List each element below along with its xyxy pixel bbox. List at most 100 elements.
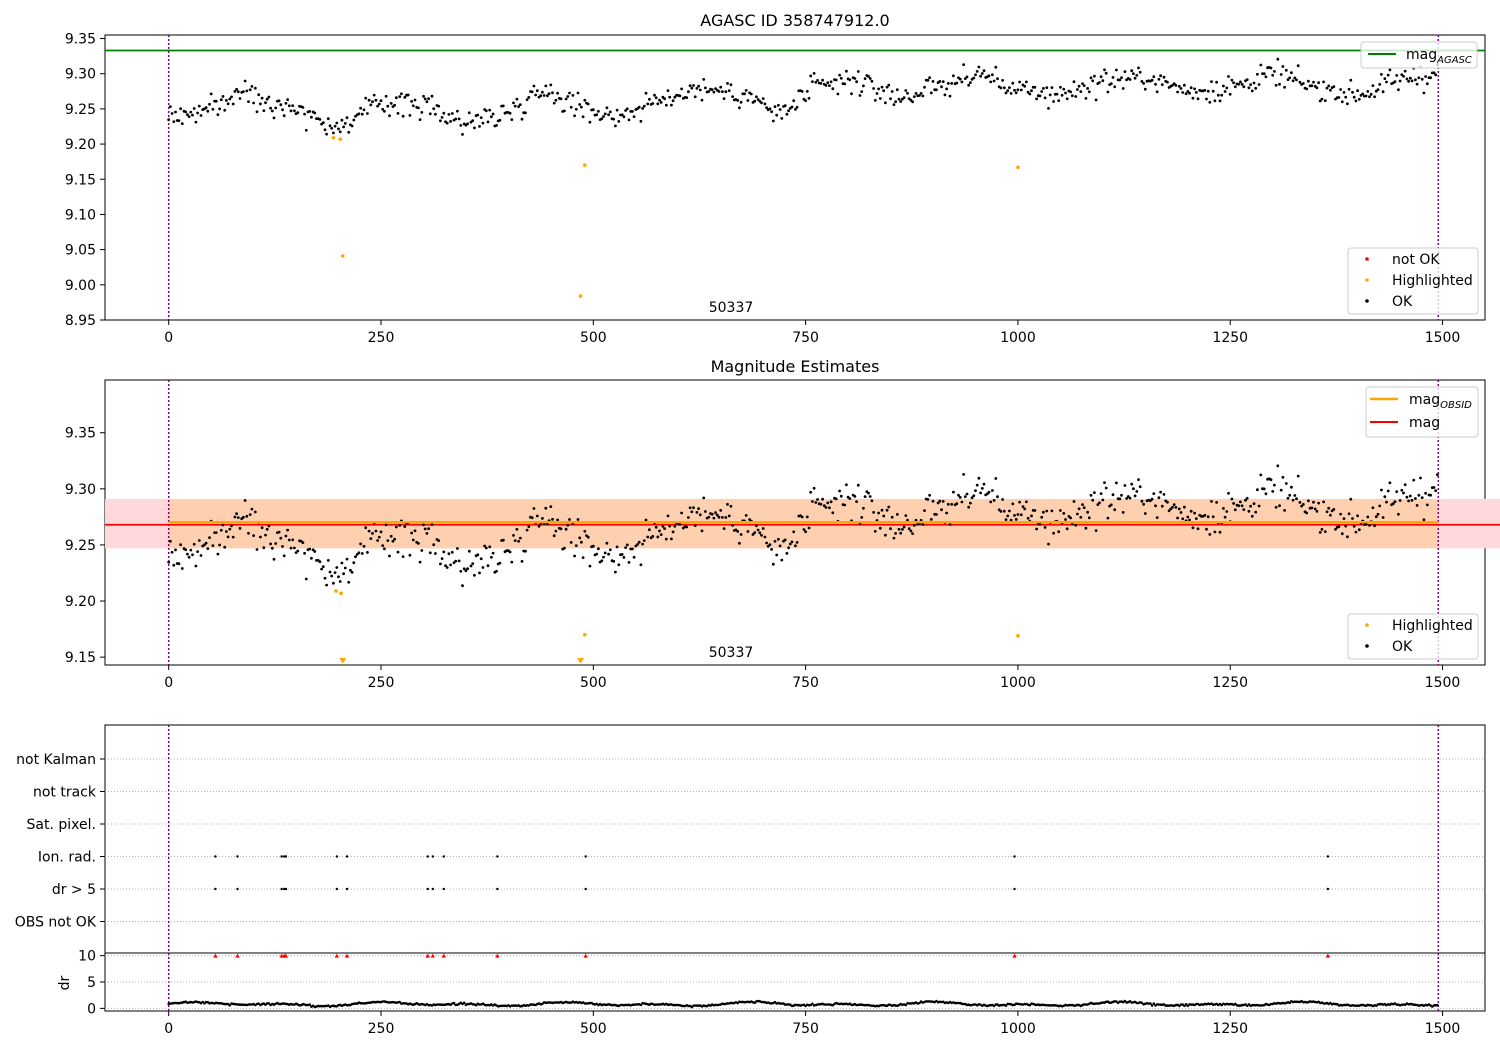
legend-not-ok-label: not OK bbox=[1392, 252, 1440, 268]
p1-ok-point bbox=[265, 97, 269, 101]
p2-ok-point bbox=[333, 571, 337, 574]
p2-ytick-label-0: 9.15 bbox=[65, 650, 96, 666]
p2-ok-point bbox=[563, 546, 566, 550]
p1-ok-point bbox=[1172, 82, 1176, 85]
p1-ok-point bbox=[1398, 79, 1402, 83]
p2-ok-point bbox=[525, 528, 529, 532]
p1-ok-point bbox=[369, 103, 373, 107]
p2-ok-point bbox=[466, 567, 469, 571]
p2-ok-point bbox=[264, 533, 267, 537]
p2-ok-point bbox=[398, 524, 402, 527]
p1-ok-point bbox=[578, 103, 582, 106]
p2-ok-point bbox=[755, 524, 758, 528]
p2-ytick-label-3: 9.30 bbox=[65, 482, 96, 498]
p2-ok-point bbox=[863, 495, 867, 498]
p1-ok-point bbox=[221, 95, 225, 98]
p1-ok-point bbox=[498, 118, 502, 122]
p1-ok-point bbox=[614, 124, 617, 128]
p1-ok-point bbox=[831, 87, 835, 91]
p1-ok-point bbox=[484, 109, 488, 113]
p1-ok-point bbox=[282, 114, 286, 118]
p2-ok-point bbox=[456, 547, 459, 550]
p2-ok-point bbox=[897, 527, 901, 531]
p2-ok-point bbox=[646, 535, 650, 539]
p1-ok-point bbox=[1290, 71, 1293, 75]
p1-ok-point bbox=[950, 82, 954, 85]
p2-ok-point bbox=[1081, 503, 1084, 506]
p2-ok-point bbox=[1373, 524, 1376, 528]
p1-ok-point bbox=[763, 102, 767, 106]
p2-ok-point bbox=[1264, 492, 1268, 496]
p1-ok-point bbox=[1086, 87, 1089, 90]
p1-ok-point bbox=[546, 94, 549, 98]
p3-xtick-label-6: 1500 bbox=[1425, 1021, 1461, 1037]
p1-ok-point bbox=[1194, 91, 1198, 94]
p1-ok-point bbox=[775, 113, 779, 117]
p2-ok-point bbox=[1179, 511, 1183, 514]
p1-ok-point bbox=[1120, 76, 1123, 80]
p2-ok-point bbox=[809, 490, 813, 494]
p2-ok-point bbox=[1356, 514, 1359, 518]
p1-ok-point bbox=[1160, 83, 1164, 86]
p2-ok-point bbox=[1118, 497, 1122, 501]
p2-ok-point bbox=[834, 497, 838, 501]
p1-ok-point bbox=[403, 96, 407, 99]
p2-ok-point bbox=[1013, 514, 1016, 517]
p1-ok-point bbox=[794, 108, 797, 111]
p2-ok-point bbox=[476, 553, 480, 557]
p1-ok-point bbox=[612, 117, 616, 121]
p2-ok-point bbox=[1087, 516, 1091, 520]
panel2-point-legend-box bbox=[1347, 613, 1479, 660]
p2-ok-point bbox=[773, 539, 777, 543]
p2-ok-point bbox=[203, 543, 206, 547]
p1-ok-point bbox=[760, 101, 763, 105]
p2-ok-point bbox=[921, 523, 925, 526]
p2-ok-point bbox=[301, 541, 305, 544]
p1-ok-point bbox=[180, 122, 184, 125]
p1-ok-point bbox=[646, 102, 650, 106]
p1-ok-point bbox=[902, 96, 906, 99]
p2-ok-point bbox=[1269, 478, 1273, 482]
p1-ok-point bbox=[199, 114, 203, 117]
p1-ok-point bbox=[1004, 91, 1008, 95]
p1-ok-point bbox=[345, 116, 349, 120]
p2-ok-point bbox=[1351, 517, 1354, 520]
p1-ok-point bbox=[1115, 68, 1118, 72]
p2-ok-point bbox=[367, 529, 371, 533]
p1-ok-point bbox=[1070, 94, 1074, 98]
p2-ok-point bbox=[320, 567, 323, 571]
p2-ok-point bbox=[804, 530, 807, 534]
p1-ok-point bbox=[439, 119, 442, 123]
p1-ok-point bbox=[1339, 88, 1342, 91]
p1-ok-point bbox=[1256, 72, 1259, 76]
p2-ok-point bbox=[736, 530, 740, 533]
p1-ok-point bbox=[1150, 78, 1154, 82]
p2-ok-point bbox=[1121, 511, 1125, 514]
p2-ok-point bbox=[1098, 501, 1101, 505]
p1-ok-point bbox=[838, 73, 841, 77]
p1-ok-point bbox=[800, 90, 804, 93]
p1-ok-point bbox=[1099, 75, 1103, 79]
p1-ok-point bbox=[225, 99, 228, 102]
p2-ok-point bbox=[860, 516, 864, 519]
p1-ok-point bbox=[172, 120, 176, 123]
p2-ok-point bbox=[340, 561, 344, 565]
p2-ok-point bbox=[945, 511, 948, 515]
p1-ok-point bbox=[853, 77, 857, 80]
p1-ok-point bbox=[1329, 88, 1332, 92]
p2-ok-point bbox=[935, 513, 938, 516]
p1-ok-point bbox=[615, 108, 619, 112]
p2-ok-point bbox=[250, 507, 254, 511]
p1-ok-point bbox=[291, 104, 295, 107]
p1-ok-point bbox=[1429, 76, 1432, 80]
panel1-title: AGASC ID 358747912.0 bbox=[700, 11, 889, 30]
p2-ok-point bbox=[1086, 510, 1089, 514]
p1-ok-point bbox=[396, 112, 400, 115]
p1-ok-point bbox=[218, 107, 222, 111]
p2-ok-point bbox=[1295, 497, 1298, 501]
p2-ok-point bbox=[484, 546, 488, 550]
p1-ok-point bbox=[912, 95, 916, 98]
p2-ok-point bbox=[1245, 496, 1249, 500]
p1-ok-point bbox=[1179, 87, 1183, 90]
p2-ok-point bbox=[617, 563, 621, 567]
